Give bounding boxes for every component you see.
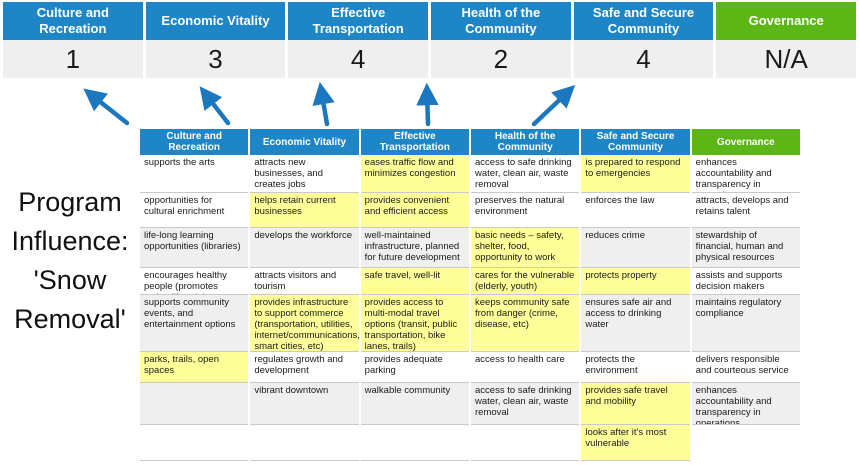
matrix-cell: assists and supports decision makers [691,268,800,295]
matrix-cell: enhances accountability and transparency… [691,383,800,425]
scoreboard-column: Economic Vitality 3 [145,2,286,78]
matrix-cell: access to safe drinking water, clean air… [471,155,580,193]
matrix-cell [692,425,800,461]
priority-score: 1 [3,40,143,78]
matrix-cell: enhances accountability and transparency… [691,155,800,193]
matrix-column-header: Effective Transportation [360,129,469,155]
matrix-cell: provides infrastructure to support comme… [250,295,359,352]
priority-header: Health of the Community [431,2,571,40]
matrix-cell: attracts, develops and retains talent [691,193,800,228]
matrix-column-header: Safe and Secure Community [581,129,690,155]
matrix-cell: preserves the natural environment [471,193,580,228]
influence-arrow-transportation [312,81,335,127]
matrix-cell: life-long learning opportunities (librar… [140,228,249,268]
matrix-cell: provides access to multi-modal travel op… [360,295,469,352]
matrix-cell: develops the workforce [250,228,359,268]
matrix-cell: attracts new businesses, and creates job… [250,155,359,193]
priority-score: N/A [716,40,856,78]
influence-arrow-safe [531,85,576,127]
matrix-column-header: Culture and Recreation [140,129,249,155]
matrix-cell: enforces the law [581,193,690,228]
matrix-cell: encourages healthy people (promotes acti… [140,268,249,295]
matrix-cell [250,425,359,461]
matrix-column-header: Health of the Community [471,129,580,155]
influence-arrow-economic [199,86,231,126]
matrix-cell: vibrant downtown [250,383,359,425]
matrix-cell: well-maintained infrastructure, planned … [360,228,469,268]
matrix-cell: keeps community safe from danger (crime,… [471,295,580,352]
priority-score: 2 [431,40,571,78]
priority-score: 4 [573,40,714,78]
matrix-cell: maintains regulatory compliance [691,295,800,352]
matrix-cell: safe travel, well-lit [360,268,469,295]
matrix-cell: provides convenient and efficient access [360,193,469,228]
matrix-cell [140,383,249,425]
matrix-cell: parks, trails, open spaces [140,352,249,383]
scoreboard-column: Health of the Community 2 [431,2,571,78]
priority-header: Safe and Secure Community [573,2,714,40]
influence-arrow-health [416,82,439,127]
influence-arrows [83,81,576,127]
matrix-cell: helps retain current businesses [250,193,359,228]
matrix-column-header: Economic Vitality [250,129,359,155]
matrix-cell: regulates growth and development [250,352,359,383]
matrix-column-header: Governance [691,129,800,155]
matrix-cell: access to health care [471,352,580,383]
priority-score: 4 [288,40,428,78]
matrix-cell: provides adequate parking [360,352,469,383]
matrix-cell: protects the environment [581,352,690,383]
scoreboard-column: Safe and Secure Community 4 [573,2,714,78]
matrix-cell: attracts visitors and tourism [250,268,359,295]
matrix-cell: eases traffic flow and minimizes congest… [360,155,469,193]
matrix-cell [360,425,469,461]
priority-scoreboard: Culture and Recreation 1 Economic Vitality… [3,2,856,78]
matrix-cell: walkable community [360,383,469,425]
priority-header: Effective Transportation [288,2,428,40]
scoreboard-column: Governance N/A [716,2,856,78]
matrix-cell [471,425,580,461]
matrix-cell [140,425,249,461]
priority-score: 3 [145,40,286,78]
matrix-cell: is prepared to respond to emergencies [581,155,690,193]
matrix-cell: protects property [581,268,690,295]
matrix-cell: reduces crime [581,228,690,268]
priority-header: Economic Vitality [145,2,286,40]
matrix-cell: delivers responsible and courteous servi… [691,352,800,383]
influence-arrow-culture [83,88,130,126]
matrix-cell: stewardship of financial, human and phys… [691,228,800,268]
matrix-cell: supports community events, and entertain… [140,295,249,352]
scoreboard-column: Effective Transportation 4 [288,2,428,78]
matrix-cell: ensures safe air and access to drinking … [581,295,690,352]
scoreboard-column: Culture and Recreation 1 [3,2,143,78]
matrix-cell: looks after it's most vulnerable [581,425,690,461]
matrix-cell: provides safe travel and mobility [581,383,690,425]
matrix-cell: cares for the vulnerable (elderly, youth… [471,268,580,295]
matrix-cell: opportunities for cultural enrichment [140,193,249,228]
matrix-cell: supports the arts [140,155,249,193]
matrix-cell: access to safe drinking water, clean air… [471,383,580,425]
priority-header: Culture and Recreation [3,2,143,40]
matrix-cell: basic needs – safety, shelter, food, opp… [471,228,580,268]
priority-header: Governance [716,2,856,40]
influence-matrix: Culture and Recreation supports the arts o… [140,129,800,461]
program-influence-label: Program Influence: 'Snow Removal' [11,187,129,335]
